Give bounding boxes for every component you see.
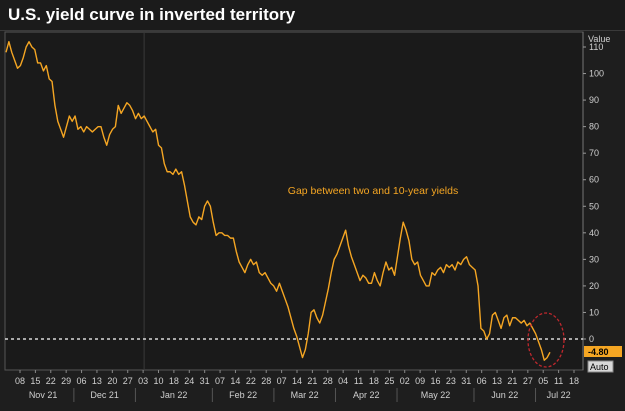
x-tick-label: 11 [354,376,363,386]
x-month-label: Jun 22 [491,390,518,400]
x-tick-label: 10 [153,376,163,386]
x-tick-label: 22 [246,376,256,386]
x-tick-label: 05 [538,376,548,386]
y-tick-label: 80 [589,122,599,132]
y-tick-label: 110 [589,42,603,52]
x-tick-label: 15 [30,376,40,386]
y-tick-label: 50 [589,201,599,211]
y-tick-label: 90 [589,95,599,105]
x-tick-label: 24 [184,376,194,386]
x-month-label: Jul 22 [547,390,571,400]
x-tick-label: 31 [200,376,210,386]
y-tick-label: 100 [589,69,604,79]
x-tick-label: 31 [461,376,471,386]
y-tick-label: 30 [589,254,599,264]
series-line [5,40,551,361]
x-tick-label: 03 [138,376,148,386]
x-tick-label: 06 [77,376,87,386]
y-tick-label: 20 [589,281,599,291]
annotation-text: Gap between two and 10-year yields [288,185,458,197]
x-month-label: Nov 21 [29,390,58,400]
auto-scale-label[interactable]: Auto [590,362,609,372]
x-tick-label: 22 [46,376,56,386]
x-month-label: Feb 22 [229,390,257,400]
x-month-label: Dec 21 [90,390,119,400]
chart-title: U.S. yield curve in inverted territory [8,5,296,24]
x-month-label: May 22 [421,390,451,400]
x-tick-label: 07 [215,376,225,386]
x-tick-label: 27 [123,376,133,386]
y-tick-label: 0 [589,334,594,344]
x-tick-label: 06 [477,376,487,386]
x-tick-label: 16 [430,376,440,386]
x-tick-label: 07 [277,376,287,386]
x-tick-label: 18 [569,376,579,386]
x-tick-label: 29 [61,376,71,386]
x-tick-label: 28 [323,376,333,386]
last-value-label: -4.80 [588,347,609,357]
x-tick-label: 13 [492,376,502,386]
title-bar: U.S. yield curve in inverted territory [0,0,625,31]
y-tick-label: 40 [589,228,599,238]
x-tick-label: 23 [446,376,456,386]
x-tick-label: 20 [107,376,117,386]
x-tick-label: 04 [338,376,348,386]
x-tick-label: 14 [292,376,302,386]
last-value-box [584,346,622,357]
x-month-label: Mar 22 [291,390,319,400]
y-axis-label: Value [588,34,610,44]
x-tick-label: 25 [384,376,394,386]
x-tick-label: 21 [307,376,317,386]
y-tick-label: 70 [589,148,599,158]
x-tick-label: 08 [15,376,25,386]
x-tick-label: 21 [507,376,517,386]
x-tick-label: 14 [230,376,240,386]
highlight-ellipse [527,312,565,368]
x-tick-label: 02 [400,376,410,386]
x-tick-label: 18 [369,376,379,386]
x-tick-label: 28 [261,376,271,386]
x-tick-label: 27 [523,376,533,386]
x-tick-label: 09 [415,376,425,386]
x-month-label: Jan 22 [160,390,187,400]
x-month-label: Apr 22 [353,390,380,400]
auto-scale-button[interactable] [587,360,614,373]
y-tick-label: 60 [589,175,599,185]
plot-area [4,31,584,371]
x-tick-label: 13 [92,376,102,386]
x-tick-label: 11 [554,376,563,386]
y-tick-label: 10 [589,307,599,317]
x-tick-label: 18 [169,376,179,386]
